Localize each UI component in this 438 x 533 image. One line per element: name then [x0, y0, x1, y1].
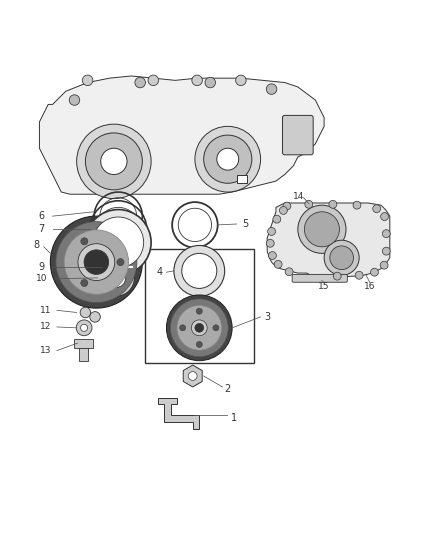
Circle shape — [188, 372, 197, 381]
Circle shape — [77, 124, 151, 199]
Text: 11: 11 — [40, 306, 52, 315]
Circle shape — [192, 75, 202, 86]
Circle shape — [82, 75, 93, 86]
Text: 10: 10 — [36, 274, 47, 283]
Text: 5: 5 — [242, 219, 248, 229]
Circle shape — [174, 246, 225, 296]
Circle shape — [371, 268, 378, 276]
Circle shape — [333, 272, 341, 280]
Polygon shape — [158, 398, 199, 429]
Circle shape — [84, 250, 109, 274]
Circle shape — [273, 215, 281, 223]
Circle shape — [283, 202, 291, 210]
Circle shape — [85, 209, 151, 275]
Circle shape — [182, 253, 217, 288]
Circle shape — [196, 308, 202, 314]
PathPatch shape — [39, 76, 324, 194]
Circle shape — [382, 230, 390, 238]
Text: 2: 2 — [225, 384, 231, 394]
Circle shape — [81, 279, 88, 286]
Text: 3: 3 — [264, 312, 270, 322]
Text: 15: 15 — [318, 282, 330, 290]
Text: 1: 1 — [231, 413, 237, 423]
Text: 4: 4 — [157, 267, 163, 277]
Circle shape — [166, 295, 232, 361]
Circle shape — [98, 260, 134, 296]
Text: 14: 14 — [293, 192, 304, 201]
Bar — [74, 339, 93, 348]
Circle shape — [268, 228, 276, 236]
Circle shape — [50, 216, 142, 308]
Circle shape — [170, 299, 228, 357]
Circle shape — [81, 324, 88, 332]
Circle shape — [279, 206, 287, 214]
Bar — [79, 348, 88, 361]
Text: 13: 13 — [40, 346, 52, 355]
Circle shape — [64, 230, 129, 294]
Text: 12: 12 — [40, 322, 52, 332]
Circle shape — [236, 75, 246, 86]
Bar — [237, 174, 247, 183]
FancyBboxPatch shape — [283, 115, 313, 155]
FancyBboxPatch shape — [292, 274, 347, 282]
PathPatch shape — [267, 203, 390, 277]
Circle shape — [196, 342, 202, 348]
Circle shape — [217, 148, 239, 170]
Circle shape — [330, 246, 353, 270]
Polygon shape — [183, 365, 202, 387]
Circle shape — [213, 325, 219, 331]
Circle shape — [285, 268, 293, 276]
Circle shape — [80, 307, 91, 318]
Circle shape — [204, 135, 252, 183]
Circle shape — [195, 126, 261, 192]
Circle shape — [90, 312, 100, 322]
Circle shape — [93, 217, 144, 268]
Circle shape — [266, 239, 274, 247]
Circle shape — [305, 200, 313, 208]
Circle shape — [355, 271, 363, 279]
Circle shape — [76, 320, 92, 336]
Circle shape — [373, 205, 381, 213]
Circle shape — [329, 200, 337, 208]
Circle shape — [177, 305, 222, 350]
Text: 6: 6 — [39, 211, 45, 221]
Circle shape — [304, 212, 339, 247]
Text: 8: 8 — [33, 240, 39, 251]
Circle shape — [274, 260, 282, 268]
Circle shape — [298, 205, 346, 253]
Circle shape — [135, 77, 145, 88]
Circle shape — [324, 240, 359, 275]
Circle shape — [381, 213, 389, 221]
Circle shape — [148, 75, 159, 86]
Circle shape — [106, 268, 126, 287]
Circle shape — [101, 148, 127, 174]
Circle shape — [205, 77, 215, 88]
Circle shape — [266, 84, 277, 94]
Circle shape — [85, 133, 142, 190]
Circle shape — [180, 325, 186, 331]
Circle shape — [380, 261, 388, 269]
Circle shape — [191, 320, 207, 336]
Text: 7: 7 — [39, 224, 45, 235]
Circle shape — [353, 201, 361, 209]
Circle shape — [382, 247, 390, 255]
Text: 9: 9 — [39, 262, 45, 271]
Circle shape — [56, 222, 137, 303]
Circle shape — [117, 259, 124, 265]
Bar — [145, 249, 254, 363]
Circle shape — [195, 324, 204, 332]
Circle shape — [78, 244, 115, 280]
Text: 16: 16 — [364, 282, 376, 290]
Circle shape — [268, 252, 276, 260]
Circle shape — [81, 238, 88, 245]
Circle shape — [69, 95, 80, 106]
